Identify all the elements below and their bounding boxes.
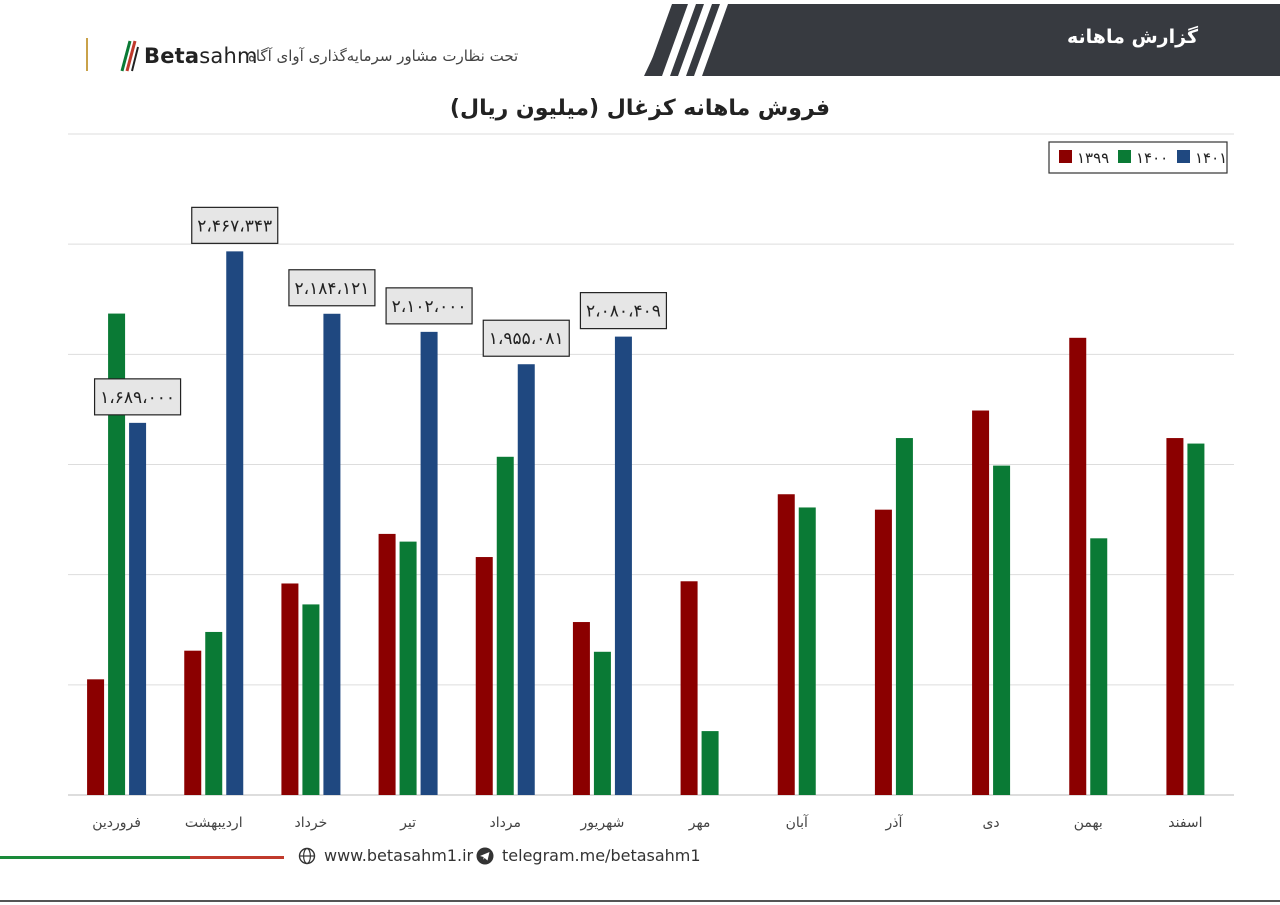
data-label: ۱،۹۵۵،۰۸۱ (482, 319, 570, 357)
legend-label-۱۴۰۰: ۱۴۰۰ (1136, 149, 1168, 167)
x-tick-label: اردیبهشت (185, 815, 243, 831)
x-tick-label: اسفند (1168, 815, 1202, 831)
x-tick-label: آبان (786, 814, 809, 831)
bar-۱۴۰۰-آبان (798, 507, 816, 795)
chart-title: فروش ماهانه کزغال (میلیون ریال) (449, 96, 831, 121)
bar-۱۴۰۱-فروردین (129, 422, 147, 795)
data-label-box (93, 378, 182, 416)
data-label: ۲،۱۸۴،۱۲۱ (288, 269, 376, 307)
bottom-rule (0, 900, 1280, 902)
telegram-text: telegram.me/betasahm1 (502, 846, 701, 865)
x-tick-label: تیر (399, 815, 416, 831)
data-label-text: ۲،۰۸۰،۴۰۹ (586, 302, 661, 322)
data-label-box (579, 292, 668, 330)
bar-۱۴۰۱-خرداد (323, 313, 341, 795)
x-tick-label: دی (982, 815, 999, 831)
data-label-text: ۱،۹۵۵،۰۸۱ (489, 329, 564, 349)
footer-line-green (0, 856, 190, 859)
data-label-text: ۲،۴۶۷،۳۴۳ (197, 216, 272, 236)
data-label-box (288, 269, 376, 307)
data-label-text: ۱،۶۸۹،۰۰۰ (100, 388, 175, 408)
telegram-link[interactable]: telegram.me/betasahm1 (476, 846, 701, 865)
grid-lines (68, 133, 1234, 796)
telegram-icon (476, 847, 494, 864)
bar-۱۳۹۹-خرداد (281, 583, 299, 795)
bar-۱۴۰۰-آذر (895, 438, 913, 795)
data-label-box (482, 319, 570, 357)
data-label: ۲،۴۶۷،۳۴۳ (191, 206, 279, 244)
header-subtitle: تحت نظارت مشاور سرمایه‌گذاری آوای آگاه (248, 47, 519, 65)
legend-box (1048, 141, 1228, 174)
legend: ۱۳۹۹ ۱۴۰۰ ۱۴۰۱ (1048, 141, 1228, 174)
data-label: ۲،۰۸۰،۴۰۹ (579, 292, 668, 330)
website-text: www.betasahm1.ir (324, 846, 474, 865)
bar-۱۴۰۰-خرداد (302, 604, 320, 795)
data-label-box (191, 206, 279, 244)
bar-۱۳۹۹-شهریور (572, 622, 590, 795)
footer-line-red (190, 856, 284, 859)
bar-۱۳۹۹-بهمن (1069, 337, 1087, 795)
x-axis: فروردین اردیبهشت خرداد تیر مرداد شهریور مهر آبا… (92, 814, 1202, 831)
data-labels: ۱،۶۸۹،۰۰۰ ۲،۴۶۷،۳۴۳ ۲،۱۸۴،۱۲۱ ۲،۱۰۲،۰۰۰ ۱،۹۵… (93, 206, 668, 416)
data-label: ۲،۱۰۲،۰۰۰ (385, 287, 473, 325)
bar-۱۴۰۰-اسفند (1187, 443, 1205, 795)
x-tick-label: بهمن (1074, 815, 1103, 831)
x-tick-label: آذر (884, 814, 903, 831)
x-tick-label: مهر (688, 815, 711, 831)
legend-swatch-۱۴۰۱ (1177, 150, 1190, 163)
bar-۱۴۰۰-مرداد (496, 456, 514, 795)
data-label: ۱،۶۸۹،۰۰۰ (93, 378, 182, 416)
betasahm-logo: Betasahm (118, 38, 258, 74)
x-tick-label: خرداد (295, 815, 328, 831)
data-label-box (385, 287, 473, 325)
bar-۱۴۰۱-تیر (420, 331, 438, 795)
header-banner (644, 4, 1280, 76)
bar-۱۳۹۹-تیر (378, 533, 396, 795)
bar-۱۳۹۹-اسفند (1166, 438, 1184, 795)
bar-۱۴۰۰-اردیبهشت (205, 631, 223, 795)
bar-۱۴۰۰-مهر (701, 731, 719, 795)
report-title: گزارش ماهانه (1066, 26, 1198, 48)
bar-۱۳۹۹-آبان (777, 494, 795, 795)
bar-۱۴۰۱-مرداد (517, 364, 535, 795)
legend-label-۱۴۰۱: ۱۴۰۱ (1195, 149, 1227, 167)
bar-۱۳۹۹-اردیبهشت (184, 650, 202, 795)
bar-۱۴۰۰-شهریور (593, 651, 611, 795)
bar-۱۳۹۹-آذر (874, 509, 892, 795)
website-link[interactable]: www.betasahm1.ir (298, 846, 473, 865)
x-tick-label: فروردین (92, 815, 141, 831)
data-label-text: ۲،۱۰۲،۰۰۰ (392, 297, 467, 317)
legend-label-۱۳۹۹: ۱۳۹۹ (1077, 149, 1109, 167)
globe-icon (298, 847, 316, 864)
legend-swatch-۱۴۰۰ (1118, 150, 1131, 163)
logo-icon (120, 40, 139, 72)
bar-۱۴۰۱-شهریور (614, 336, 632, 795)
bar-۱۴۰۰-فروردین (108, 313, 126, 795)
header-stripes (646, 4, 728, 76)
bar-۱۴۰۱-اردیبهشت (226, 251, 244, 796)
bar-۱۳۹۹-فروردین (87, 679, 105, 795)
bar-۱۳۹۹-مهر (680, 581, 698, 795)
x-tick-label: شهریور (580, 815, 625, 831)
bar-۱۴۰۰-دی (993, 465, 1011, 795)
bars (87, 251, 1205, 796)
legend-swatch-۱۳۹۹ (1059, 150, 1072, 163)
bar-۱۳۹۹-مرداد (475, 557, 493, 795)
data-label-text: ۲،۱۸۴،۱۲۱ (294, 279, 369, 299)
logo-divider (86, 38, 88, 71)
bar-۱۳۹۹-دی (972, 410, 990, 795)
bar-۱۴۰۰-تیر (399, 541, 417, 795)
x-tick-label: مرداد (489, 815, 521, 831)
bar-۱۴۰۰-بهمن (1090, 538, 1108, 795)
logo-text: Betasahm (144, 44, 258, 68)
